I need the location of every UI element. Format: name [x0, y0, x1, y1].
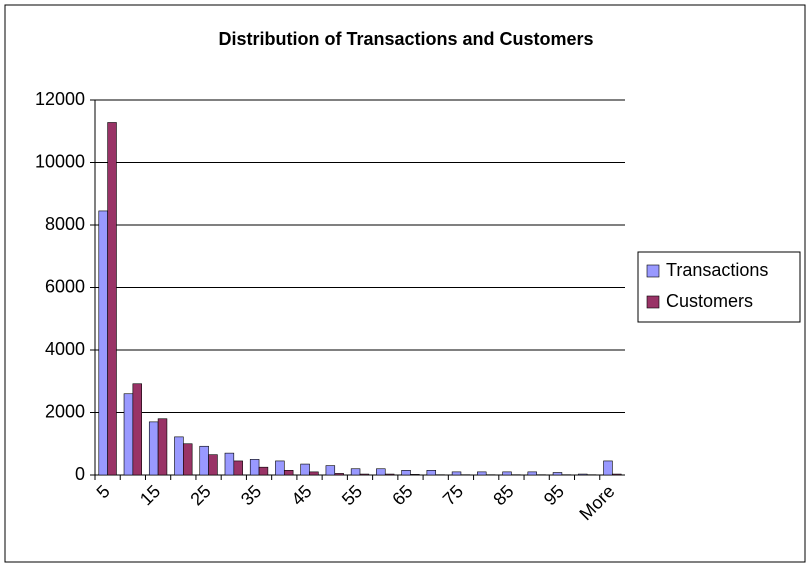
bar: [401, 470, 411, 476]
bar: [359, 473, 370, 476]
y-tick-label: 6000: [45, 276, 85, 296]
bar: [233, 460, 243, 476]
bar: [199, 445, 209, 476]
bar: [502, 471, 512, 476]
bar: [451, 471, 462, 476]
bar: [300, 463, 310, 476]
bar: [275, 460, 285, 476]
bar: [603, 460, 613, 476]
y-tick-label: 12000: [35, 89, 85, 109]
bar: [123, 393, 134, 476]
bar: [578, 473, 588, 476]
bar: [224, 452, 235, 476]
legend-swatch: [646, 295, 660, 309]
chart-title: Distribution of Transactions and Custome…: [218, 29, 593, 49]
bar: [132, 383, 142, 476]
bar: [283, 470, 294, 476]
y-tick-label: 0: [75, 464, 85, 484]
bar: [183, 443, 193, 476]
bar: [325, 465, 336, 476]
bar: [98, 210, 108, 476]
bar: [612, 473, 622, 476]
bar: [249, 459, 260, 476]
legend-label: Transactions: [666, 260, 768, 280]
bar: [410, 474, 420, 476]
bar: [376, 468, 386, 476]
bar: [350, 468, 361, 476]
bar: [157, 418, 168, 476]
y-tick-label: 4000: [45, 339, 85, 359]
bar: [174, 436, 184, 476]
legend-swatch: [646, 264, 660, 278]
y-tick-label: 10000: [35, 151, 85, 171]
bar: [384, 473, 395, 476]
bar: [208, 454, 218, 476]
bar: [477, 471, 487, 476]
bar: [334, 473, 344, 476]
bar: [258, 466, 269, 476]
y-tick-label: 2000: [45, 401, 85, 421]
bar: [527, 471, 537, 476]
bar: [552, 472, 563, 476]
bar: [148, 421, 159, 476]
bar: [309, 471, 319, 476]
bar: [426, 470, 437, 476]
y-tick-label: 8000: [45, 214, 85, 234]
bar: [107, 122, 117, 476]
legend-box: [637, 251, 801, 323]
legend-label: Customers: [666, 291, 753, 311]
